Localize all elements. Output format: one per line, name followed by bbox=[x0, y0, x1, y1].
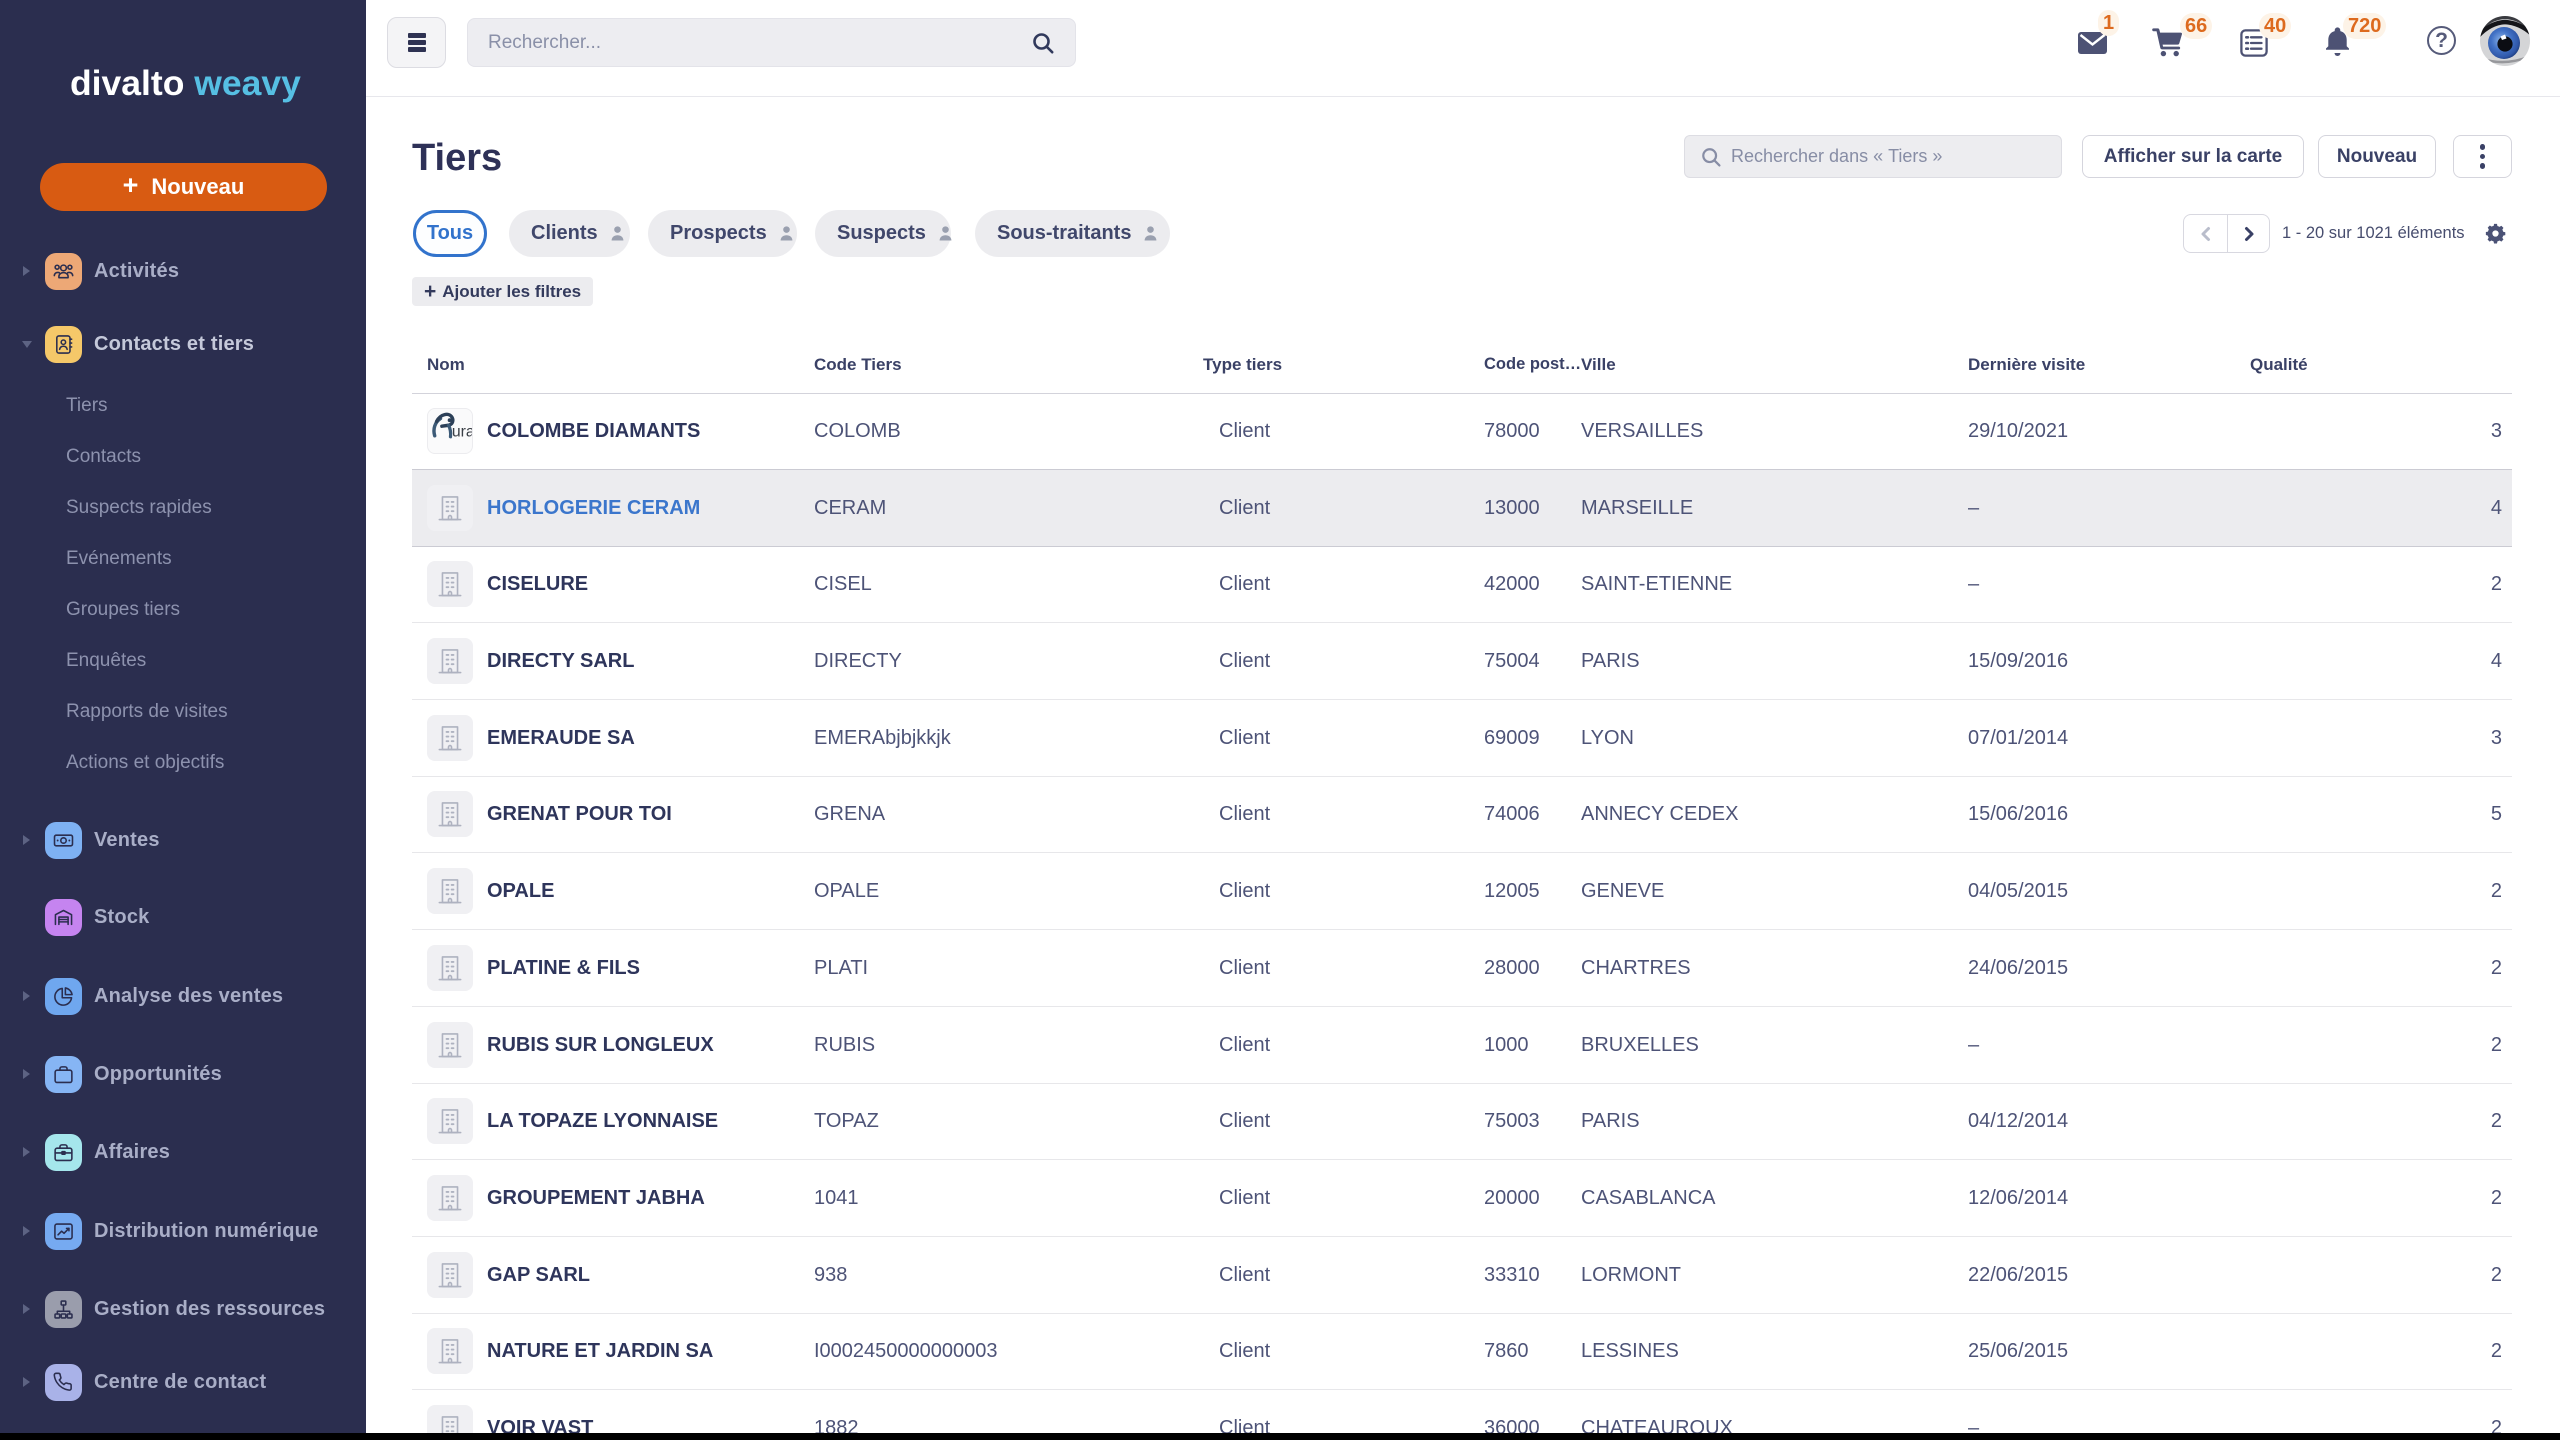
svg-text:ura: ura bbox=[452, 424, 472, 441]
